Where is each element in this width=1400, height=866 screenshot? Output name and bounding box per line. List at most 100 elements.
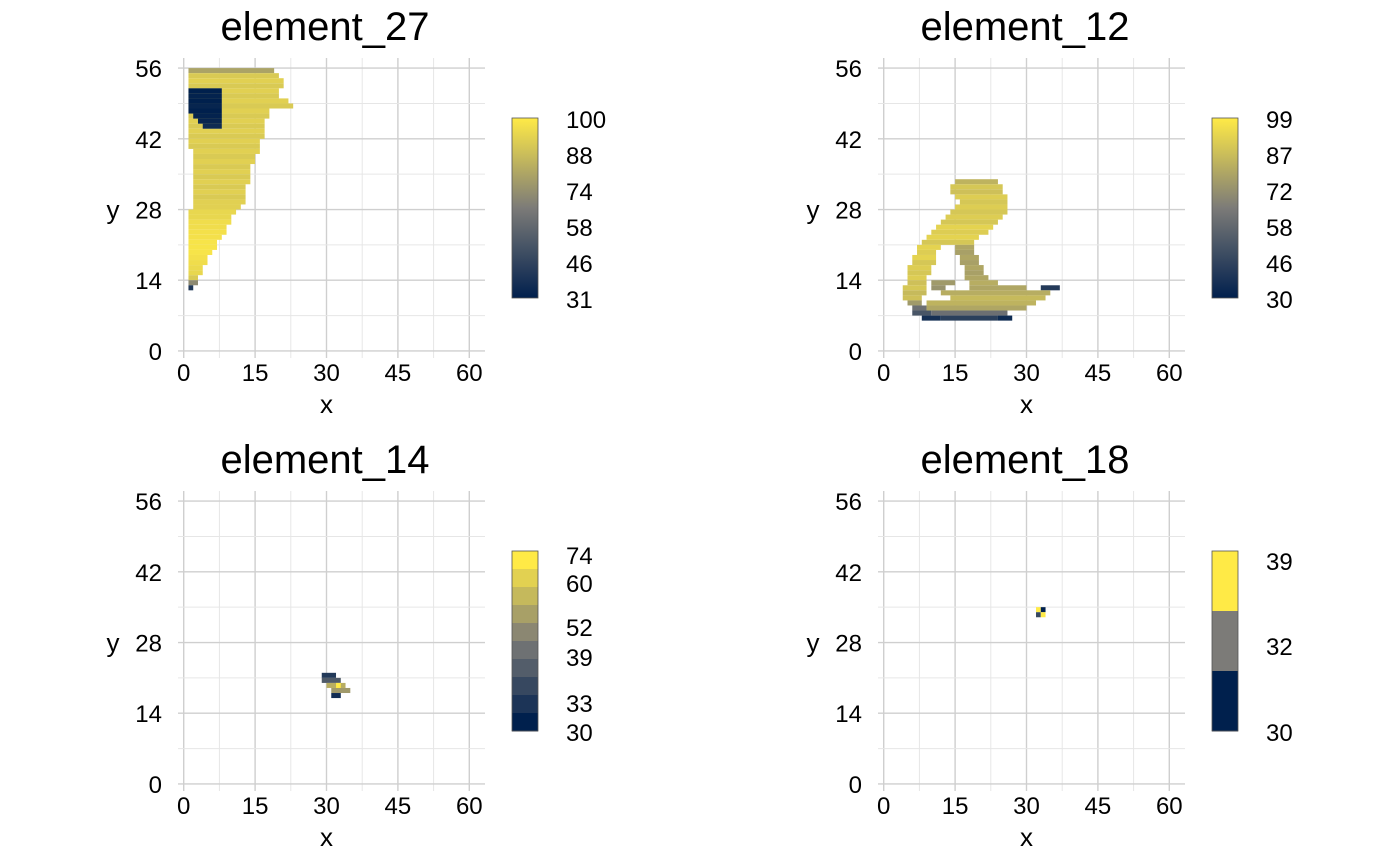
y-tick-label: 42 xyxy=(135,127,162,154)
panel-title: element_14 xyxy=(220,438,429,482)
heat-cell xyxy=(1040,612,1046,618)
heat-cell xyxy=(188,229,227,235)
heat-cell xyxy=(955,194,1008,200)
legend-label: 30 xyxy=(566,720,593,747)
heat-cell xyxy=(955,244,975,250)
x-tick-label: 15 xyxy=(942,360,969,387)
heat-cell xyxy=(907,270,932,276)
heat-cell xyxy=(964,270,984,276)
heat-cell xyxy=(193,204,241,210)
x-tick-label: 45 xyxy=(385,793,412,820)
x-tick-label: 60 xyxy=(456,360,483,387)
x-tick-label: 15 xyxy=(242,360,269,387)
heat-cell xyxy=(188,285,194,291)
heat-cell xyxy=(907,300,922,306)
heat-cell xyxy=(955,249,975,255)
y-tick-label: 28 xyxy=(835,631,862,658)
y-axis-label: y xyxy=(807,195,820,225)
y-axis-label: y xyxy=(107,628,120,658)
heat-cell xyxy=(959,260,979,266)
heat-cell xyxy=(188,108,222,114)
legend-colorbar xyxy=(511,550,539,732)
heat-cell xyxy=(902,285,927,291)
heat-cell xyxy=(959,254,979,261)
x-axis-label: x xyxy=(320,822,333,852)
heat-cell xyxy=(902,295,922,301)
heat-cell xyxy=(321,677,341,683)
heat-cell xyxy=(188,260,208,266)
x-axis-label: x xyxy=(320,389,333,419)
legend-bin xyxy=(512,659,538,678)
y-tick-label: 14 xyxy=(835,701,862,728)
heat-cell xyxy=(188,68,275,74)
y-tick-label: 42 xyxy=(835,127,862,154)
heat-cell xyxy=(193,174,251,180)
legend-bin xyxy=(1212,671,1238,732)
heat-cell xyxy=(188,280,198,286)
heat-cell xyxy=(321,672,337,678)
heat-cell xyxy=(188,103,222,109)
heat-cell xyxy=(188,93,279,99)
heat-cell xyxy=(907,265,932,271)
x-tick-label: 60 xyxy=(1156,793,1183,820)
heat-cell xyxy=(188,265,203,271)
legend-bin xyxy=(1212,551,1238,612)
x-tick-label: 0 xyxy=(877,793,890,820)
y-tick-label: 56 xyxy=(135,489,162,516)
legend-bin xyxy=(512,623,538,642)
heat-cell xyxy=(336,682,341,688)
x-tick-label: 45 xyxy=(385,360,412,387)
x-tick-label: 45 xyxy=(1085,360,1112,387)
heat-cell xyxy=(964,275,989,281)
x-tick-label: 30 xyxy=(1013,360,1040,387)
heat-cell xyxy=(964,265,984,271)
heat-cell xyxy=(188,234,222,240)
y-tick-label: 56 xyxy=(835,489,862,516)
x-tick-label: 0 xyxy=(877,360,890,387)
legend-label: 30 xyxy=(1266,287,1293,314)
legend-bin xyxy=(1212,611,1238,672)
heat-cell xyxy=(912,310,932,316)
heat-cell xyxy=(188,78,284,84)
panel-element_14: element_140 15 30 45 60014284256xy7460523933… xyxy=(107,438,593,852)
legend-label: 58 xyxy=(1266,215,1293,242)
legend-bin xyxy=(512,677,538,696)
heat-cell xyxy=(188,209,237,215)
heat-cell xyxy=(188,98,222,104)
y-tick-label: 28 xyxy=(135,198,162,225)
legend-label: 39 xyxy=(1266,549,1293,576)
x-tick-label: 60 xyxy=(1156,360,1183,387)
heat-cell xyxy=(188,254,208,261)
heat-cell xyxy=(193,199,246,205)
legend-label: 87 xyxy=(1266,143,1293,170)
heat-cell xyxy=(950,184,1003,190)
heat-cell xyxy=(931,310,1008,316)
heat-cell xyxy=(955,204,1008,210)
legend-label: 31 xyxy=(566,287,593,314)
heat-cell xyxy=(188,249,213,255)
heat-cell xyxy=(188,98,289,104)
legend-label: 60 xyxy=(566,571,593,598)
panel-element_27: element_27 0 15 30 45 60 0 14 28 42 56 x y 100 88 74 58 4… xyxy=(107,5,607,419)
heat-cell xyxy=(188,88,279,94)
heat-cell xyxy=(955,179,998,185)
heat-cell xyxy=(931,229,989,235)
legend-label: 88 xyxy=(566,143,593,170)
heat-cell xyxy=(936,224,994,230)
panel-element_12: element_12 0 15 30 45 60 0 14 28 42 56 x y 99 87 72 58 46… xyxy=(807,5,1293,419)
legend-label: 46 xyxy=(566,251,593,278)
y-tick-label: 14 xyxy=(135,701,162,728)
heat-cell xyxy=(912,305,927,311)
x-tick-label: 60 xyxy=(456,793,483,820)
legend-colorbar xyxy=(1211,117,1239,299)
legend-label: 32 xyxy=(1266,634,1293,661)
y-tick-label: 56 xyxy=(135,56,162,83)
heat-cell xyxy=(969,280,998,286)
heat-cell xyxy=(1040,607,1046,613)
y-axis-label: y xyxy=(807,628,820,658)
heat-cell xyxy=(912,254,937,261)
y-tick-label: 14 xyxy=(835,268,862,295)
heat-cell xyxy=(969,285,1027,291)
legend-label: 52 xyxy=(566,615,593,642)
